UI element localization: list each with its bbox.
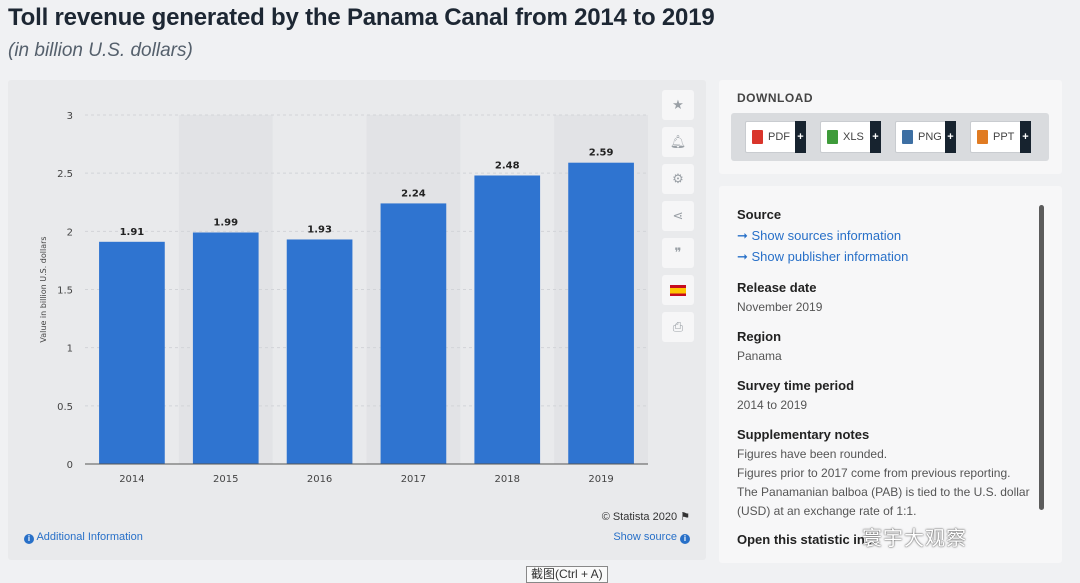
- download-xls-label: XLS: [843, 131, 864, 143]
- x-tick-label: 2017: [401, 474, 426, 485]
- download-png-button[interactable]: PNG +: [895, 121, 956, 153]
- y-tick-label: 1: [67, 344, 73, 355]
- download-panel: DOWNLOAD PDF + XLS + PNG + PPT +: [719, 80, 1062, 174]
- region-value: Panama: [737, 349, 782, 363]
- y-tick-label: 2: [67, 227, 73, 238]
- y-tick-label: 3: [67, 111, 73, 122]
- x-tick-label: 2019: [588, 474, 613, 485]
- info-icon: i: [24, 534, 34, 544]
- star-icon[interactable]: ★: [662, 90, 694, 120]
- source-panel: Source ➞ Show sources information ➞ Show…: [719, 186, 1062, 563]
- x-tick-label: 2014: [119, 474, 144, 485]
- show-publisher-link[interactable]: ➞ Show publisher information: [737, 249, 909, 264]
- bar-2014: [99, 241, 165, 464]
- additional-information-label: Additional Information: [36, 531, 143, 543]
- bar-chart: 0 0.5 1 1.5 2 2.5 3 1.91 2014 1.99 2015 1.93 2016 2.2…: [39, 111, 648, 485]
- bar-value-label: 1.93: [307, 224, 332, 235]
- show-source-label: Show source: [613, 531, 677, 543]
- show-source-link[interactable]: Show source i: [613, 531, 690, 544]
- page-title: Toll revenue generated by the Panama Can…: [8, 4, 715, 31]
- bar-value-label: 1.91: [120, 227, 145, 238]
- bell-icon[interactable]: 🔔︎: [662, 127, 694, 157]
- x-tick-label: 2016: [307, 474, 332, 485]
- scrollbar[interactable]: [1039, 205, 1044, 510]
- y-tick-label: 0.5: [57, 402, 73, 413]
- source-heading: Source: [737, 207, 782, 222]
- plus-icon[interactable]: +: [795, 121, 806, 153]
- y-axis-title: Value in billion U.S. dollars: [39, 236, 48, 342]
- x-tick-label: 2018: [495, 474, 520, 485]
- download-pdf-label: PDF: [768, 131, 790, 143]
- region-heading: Region: [737, 329, 782, 344]
- flag-icon[interactable]: ⚑: [680, 511, 690, 523]
- download-ppt-button[interactable]: PPT +: [970, 121, 1031, 153]
- bar-value-label: 2.59: [589, 148, 614, 159]
- copyright-text: © Statista 2020: [601, 511, 678, 523]
- download-pdf-button[interactable]: PDF +: [745, 121, 806, 153]
- screenshot-tooltip: 截图(Ctrl + A): [526, 566, 608, 583]
- spain-flag-icon[interactable]: [662, 275, 694, 305]
- note-line: Figures prior to 2017 come from previous…: [737, 466, 1011, 480]
- png-file-icon: [902, 130, 913, 144]
- ppt-file-icon: [977, 130, 988, 144]
- bar-value-label: 2.48: [495, 160, 520, 171]
- x-tick-label: 2015: [213, 474, 238, 485]
- survey-period-value: 2014 to 2019: [737, 398, 808, 412]
- bar-value-label: 2.24: [401, 188, 426, 199]
- download-title: DOWNLOAD: [737, 91, 813, 105]
- show-sources-link[interactable]: ➞ Show sources information: [737, 228, 902, 243]
- plus-icon[interactable]: +: [870, 121, 881, 153]
- open-statistic-heading: Open this statistic in...: [737, 532, 876, 547]
- release-date-value: November 2019: [737, 300, 823, 314]
- note-line: Figures have been rounded.: [737, 447, 888, 461]
- plus-icon[interactable]: +: [945, 121, 956, 153]
- bar-2015: [192, 232, 259, 464]
- bar-2018: [474, 175, 541, 464]
- additional-information-link[interactable]: i Additional Information: [24, 531, 143, 544]
- download-xls-button[interactable]: XLS +: [820, 121, 881, 153]
- pdf-file-icon: [752, 130, 763, 144]
- xls-file-icon: [827, 130, 838, 144]
- survey-period-heading: Survey time period: [737, 378, 855, 393]
- bar-2016: [286, 239, 353, 464]
- share-icon[interactable]: ⋖: [662, 201, 694, 231]
- watermark: 寰宇大观察: [862, 528, 967, 550]
- bar-2017: [380, 203, 447, 464]
- chart-tools: ★ 🔔︎ ⚙ ⋖ ❞ ⎙: [662, 90, 694, 349]
- gear-icon[interactable]: ⚙: [662, 164, 694, 194]
- page-subtitle: (in billion U.S. dollars): [8, 40, 193, 61]
- y-tick-label: 1.5: [57, 286, 73, 297]
- bar-2019: [568, 162, 634, 464]
- note-line: The Panamanian balboa (PAB) is tied to t…: [737, 485, 1030, 518]
- supplementary-notes-heading: Supplementary notes: [737, 427, 870, 442]
- y-tick-label: 2.5: [57, 169, 73, 180]
- plus-icon[interactable]: +: [1020, 121, 1031, 153]
- download-png-label: PNG: [918, 131, 942, 143]
- info-icon: i: [680, 534, 690, 544]
- print-icon[interactable]: ⎙: [662, 312, 694, 342]
- supplementary-notes: Figures have been rounded. Figures prior…: [737, 445, 1037, 521]
- quote-icon[interactable]: ❞: [662, 238, 694, 268]
- download-ppt-label: PPT: [993, 131, 1015, 143]
- download-buttons: PDF + XLS + PNG + PPT +: [731, 113, 1049, 161]
- y-tick-label: 0: [67, 460, 73, 471]
- bar-value-label: 1.99: [213, 217, 238, 228]
- release-date-heading: Release date: [737, 280, 817, 295]
- copyright-notice: © Statista 2020 ⚑: [602, 510, 690, 523]
- chart-card: 0 0.5 1 1.5 2 2.5 3 1.91 2014 1.99 2015 1.93 2016 2.2…: [8, 80, 706, 560]
